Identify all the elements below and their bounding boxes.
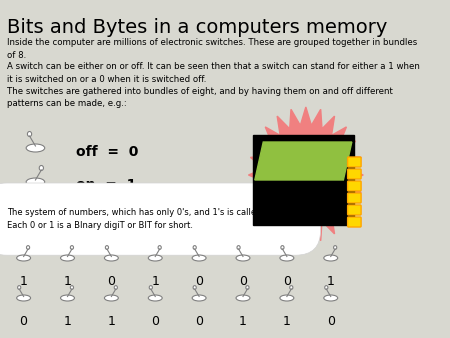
Text: 0: 0 — [195, 315, 203, 328]
Ellipse shape — [18, 286, 21, 289]
Ellipse shape — [61, 295, 74, 301]
FancyBboxPatch shape — [347, 217, 361, 227]
Text: 1: 1 — [283, 315, 291, 328]
Ellipse shape — [149, 286, 153, 289]
Ellipse shape — [281, 246, 284, 249]
Text: off  =  0: off = 0 — [76, 145, 138, 159]
FancyBboxPatch shape — [347, 169, 361, 179]
Text: 1: 1 — [239, 315, 247, 328]
Ellipse shape — [325, 286, 328, 289]
Ellipse shape — [70, 286, 73, 289]
Ellipse shape — [27, 131, 32, 137]
Text: 0: 0 — [195, 275, 203, 288]
Text: 0: 0 — [151, 315, 159, 328]
Ellipse shape — [192, 255, 206, 261]
Text: 0: 0 — [327, 315, 335, 328]
Text: Bits and Bytes in a computers memory: Bits and Bytes in a computers memory — [7, 18, 387, 37]
Text: 0: 0 — [108, 275, 115, 288]
FancyBboxPatch shape — [347, 205, 361, 215]
FancyBboxPatch shape — [253, 135, 354, 225]
Ellipse shape — [193, 286, 196, 289]
Text: 1: 1 — [63, 315, 72, 328]
Ellipse shape — [192, 295, 206, 301]
FancyBboxPatch shape — [347, 181, 361, 191]
Text: on  =  1: on = 1 — [76, 178, 136, 192]
Polygon shape — [255, 142, 352, 180]
FancyBboxPatch shape — [347, 193, 361, 203]
Ellipse shape — [324, 295, 338, 301]
Ellipse shape — [237, 246, 240, 249]
Text: Inside the computer are millions of electronic switches. These are grouped toget: Inside the computer are millions of elec… — [7, 38, 417, 59]
Text: 1: 1 — [63, 275, 72, 288]
Ellipse shape — [280, 255, 294, 261]
Text: The system of numbers, which has only 0's, and 1's is called BINARY.
Each 0 or 1: The system of numbers, which has only 0'… — [7, 208, 296, 230]
Ellipse shape — [193, 246, 196, 249]
Ellipse shape — [246, 286, 249, 289]
Ellipse shape — [333, 246, 337, 249]
Ellipse shape — [104, 255, 118, 261]
Ellipse shape — [26, 144, 45, 152]
Ellipse shape — [61, 255, 74, 261]
Ellipse shape — [280, 295, 294, 301]
Ellipse shape — [27, 246, 30, 249]
Text: 1: 1 — [327, 275, 335, 288]
Ellipse shape — [148, 255, 162, 261]
Ellipse shape — [104, 295, 118, 301]
Ellipse shape — [39, 166, 44, 170]
Ellipse shape — [158, 246, 161, 249]
Ellipse shape — [70, 246, 73, 249]
Text: 0: 0 — [20, 315, 27, 328]
Ellipse shape — [26, 178, 45, 186]
Ellipse shape — [236, 295, 250, 301]
Ellipse shape — [105, 246, 108, 249]
Text: 0: 0 — [283, 275, 291, 288]
Ellipse shape — [290, 286, 293, 289]
Text: 1: 1 — [108, 315, 115, 328]
Ellipse shape — [324, 255, 338, 261]
Text: 1: 1 — [20, 275, 27, 288]
FancyBboxPatch shape — [347, 157, 361, 167]
Polygon shape — [248, 107, 363, 243]
Ellipse shape — [17, 255, 31, 261]
Ellipse shape — [148, 295, 162, 301]
Text: A switch can be either on or off. It can be seen then that a switch can stand fo: A switch can be either on or off. It can… — [7, 62, 419, 108]
Ellipse shape — [114, 286, 117, 289]
Ellipse shape — [17, 295, 31, 301]
Ellipse shape — [236, 255, 250, 261]
Text: 0: 0 — [239, 275, 247, 288]
Text: 1: 1 — [151, 275, 159, 288]
